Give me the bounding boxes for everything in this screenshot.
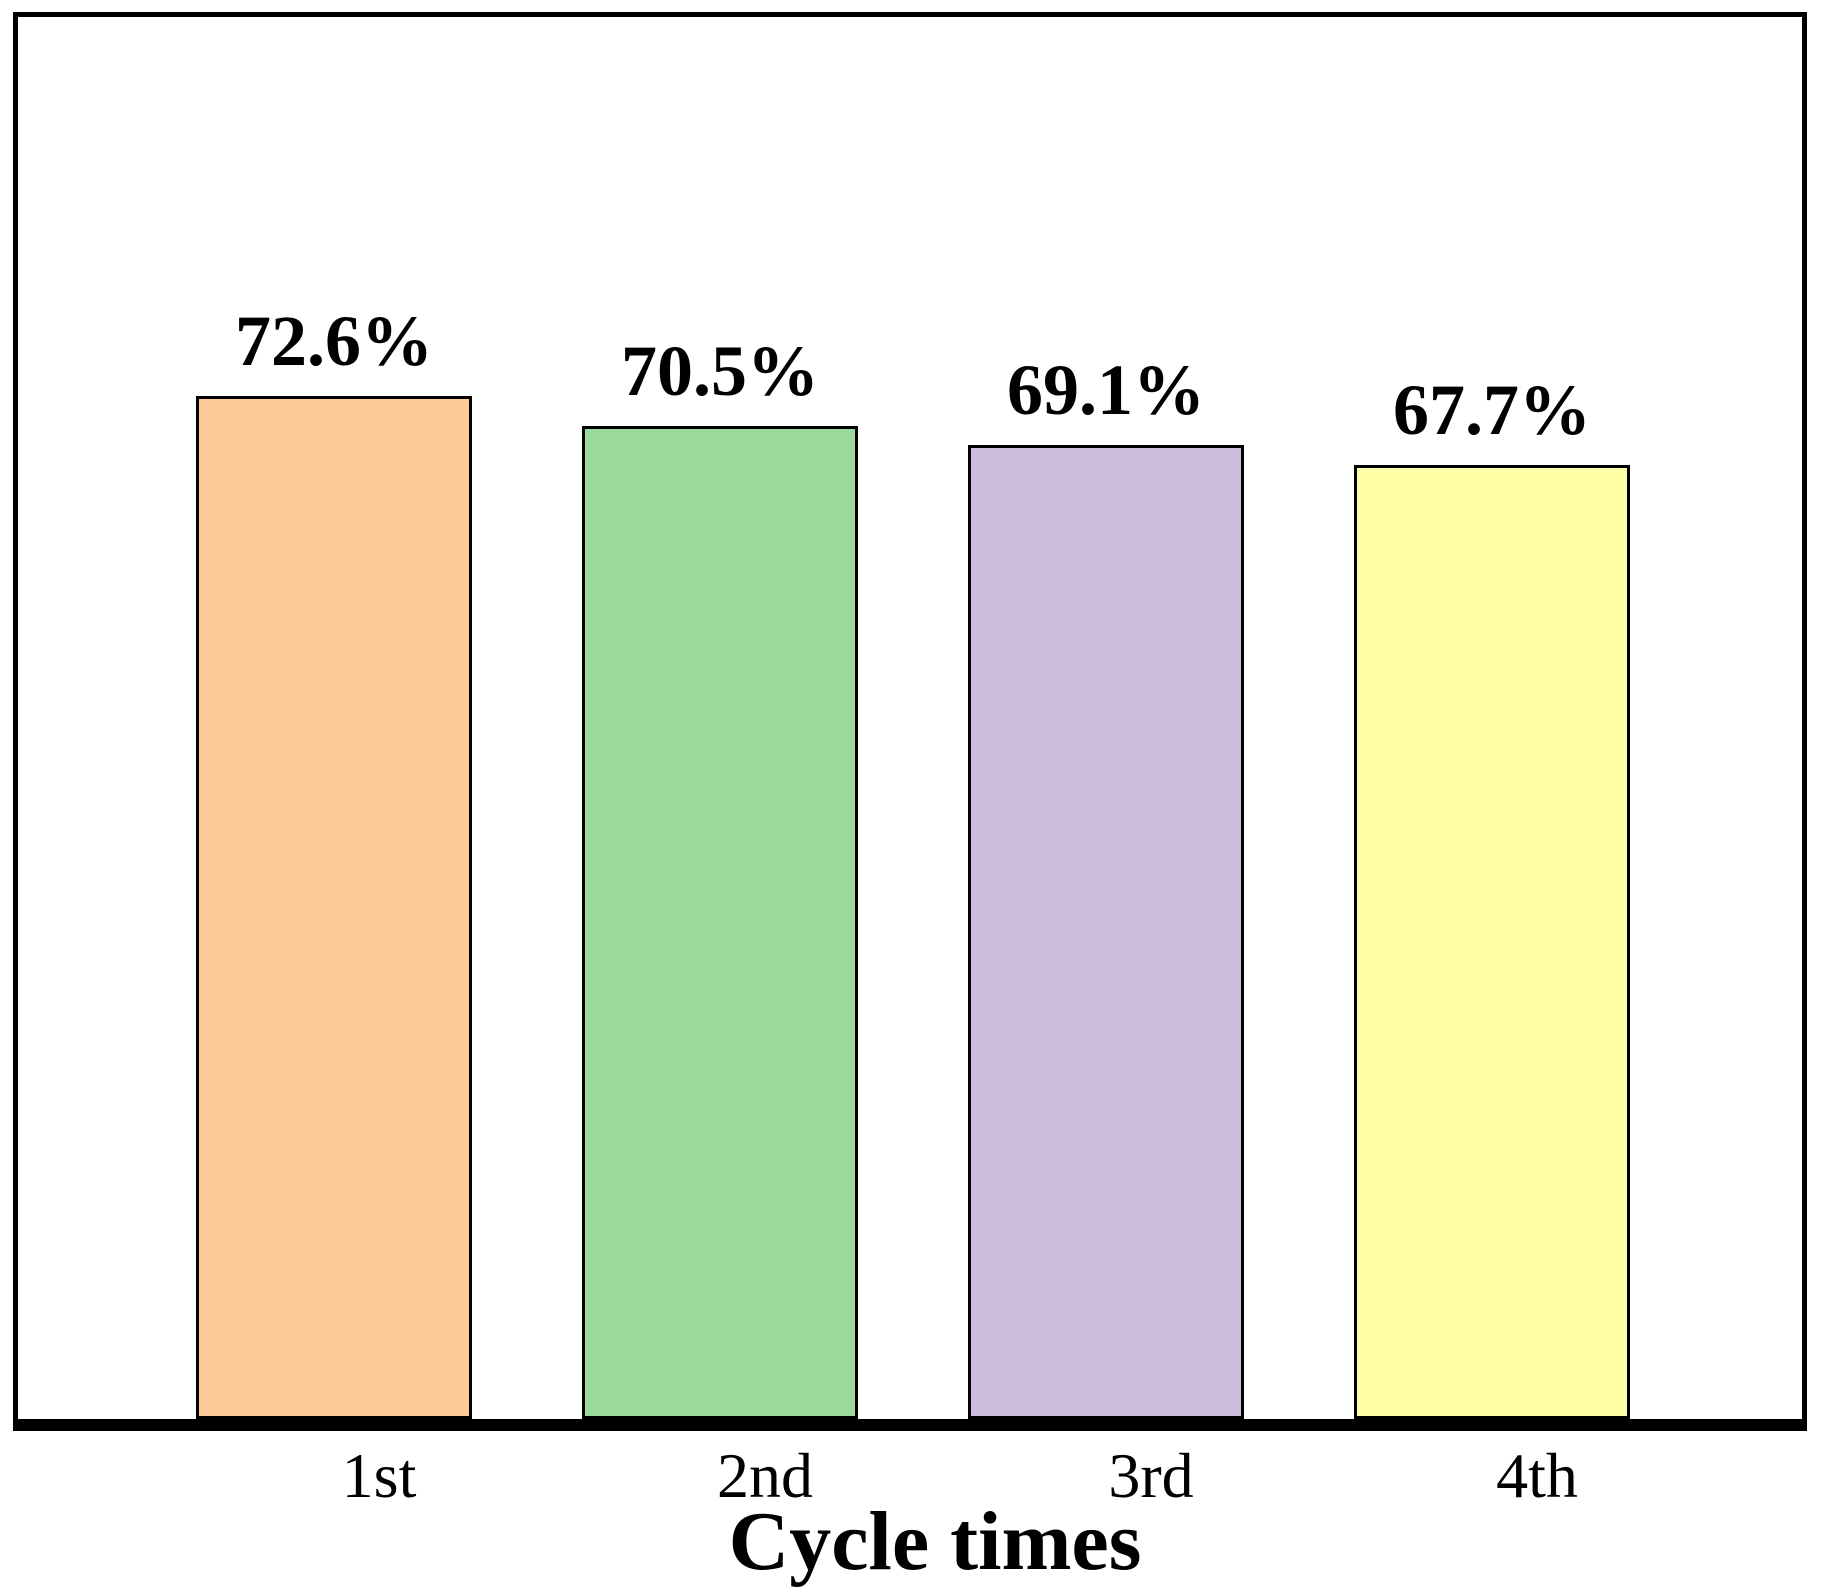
x-tick-label: 2nd [717,1440,813,1511]
bar-value-label: 67.7% [1393,370,1591,450]
plot-frame [13,12,1807,1431]
bar-3rd [968,445,1244,1419]
bar-value-label: 69.1% [1007,350,1205,430]
bar-4th [1354,465,1630,1419]
bar-2nd [582,426,858,1419]
bar-value-label: 72.6% [235,301,433,381]
x-tick-label: 1st [341,1440,417,1511]
x-axis-title: Cycle times [728,1495,1142,1588]
bar-1st [196,396,472,1419]
x-tick-label: 4th [1496,1440,1578,1511]
bar-value-label: 70.5% [621,331,819,411]
x-tick-label: 3rd [1108,1440,1194,1511]
